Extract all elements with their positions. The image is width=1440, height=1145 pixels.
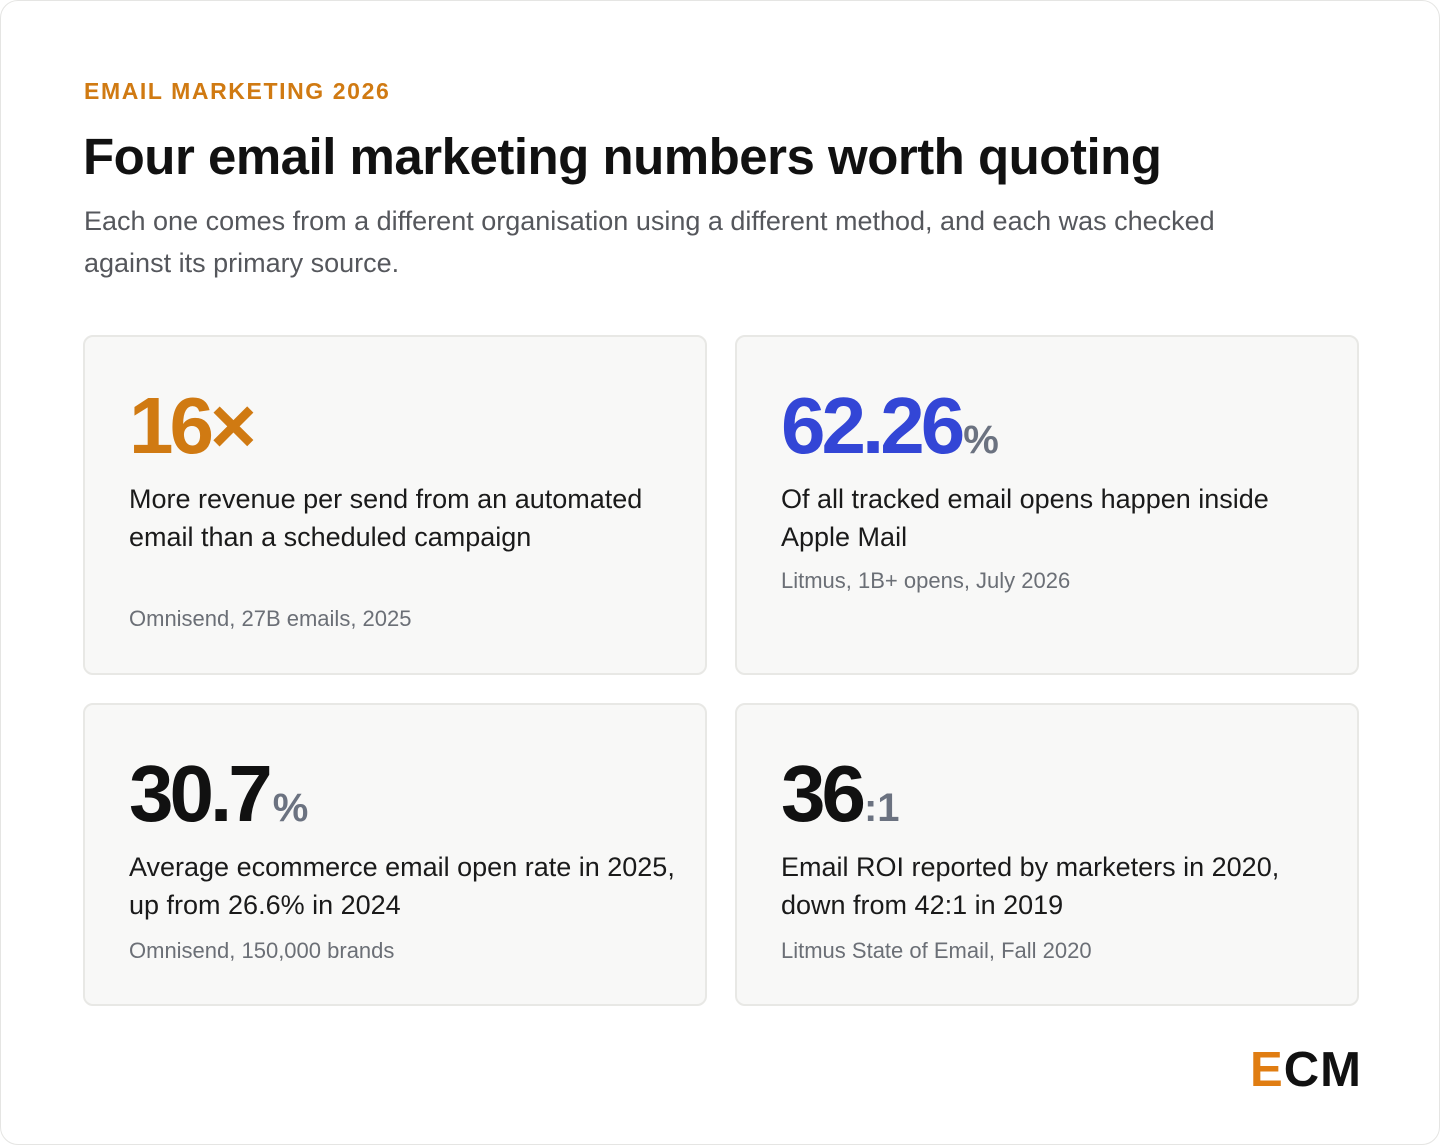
stat-description: Email ROI reported by marketers in 2020,… [781,852,1280,920]
stat-source: Litmus, 1B+ opens, July 2026 [781,568,1071,593]
stat-value: 30.7 [129,749,273,838]
stat-value-group: 62.26% [781,381,999,471]
eyebrow-label: EMAIL MARKETING 2026 [84,78,391,104]
stat-source: Litmus State of Email, Fall 2020 [781,938,1092,963]
stat-value: 62.26 [781,381,965,470]
stat-card-open-rate: 30.7% Average ecommerce email open rate … [83,703,707,1006]
stat-value-group: 36:1 [781,749,900,839]
stat-value-group: 30.7% [129,749,308,839]
stat-card-email-roi: 36:1 Email ROI reported by marketers in … [735,703,1359,1006]
page-title: Four email marketing numbers worth quoti… [83,128,1162,185]
stat-description: More revenue per send from an automated … [129,484,643,552]
logo-rest-letters: CM [1283,1043,1362,1097]
stat-card-automated-revenue: 16× More revenue per send from an automa… [83,335,707,675]
stat-value: 16× [129,381,257,470]
stat-card-apple-mail-opens: 62.26% Of all tracked email opens happen… [735,335,1359,675]
logo-first-letter: E [1250,1043,1284,1097]
page-subtitle: Each one comes from a different organisa… [84,206,1215,278]
stat-source: Omnisend, 150,000 brands [129,938,395,963]
stat-description: Average ecommerce email open rate in 202… [129,852,675,920]
stat-unit: :1 [863,786,900,830]
stat-description: Of all tracked email opens happen inside… [781,484,1269,552]
stat-value: 36 [781,749,866,838]
stat-unit: % [272,786,309,830]
ecm-logo: ECM [1250,1044,1362,1096]
stat-value-group: 16× [129,381,257,471]
stat-unit: % [963,418,999,462]
stat-source: Omnisend, 27B emails, 2025 [129,606,412,631]
